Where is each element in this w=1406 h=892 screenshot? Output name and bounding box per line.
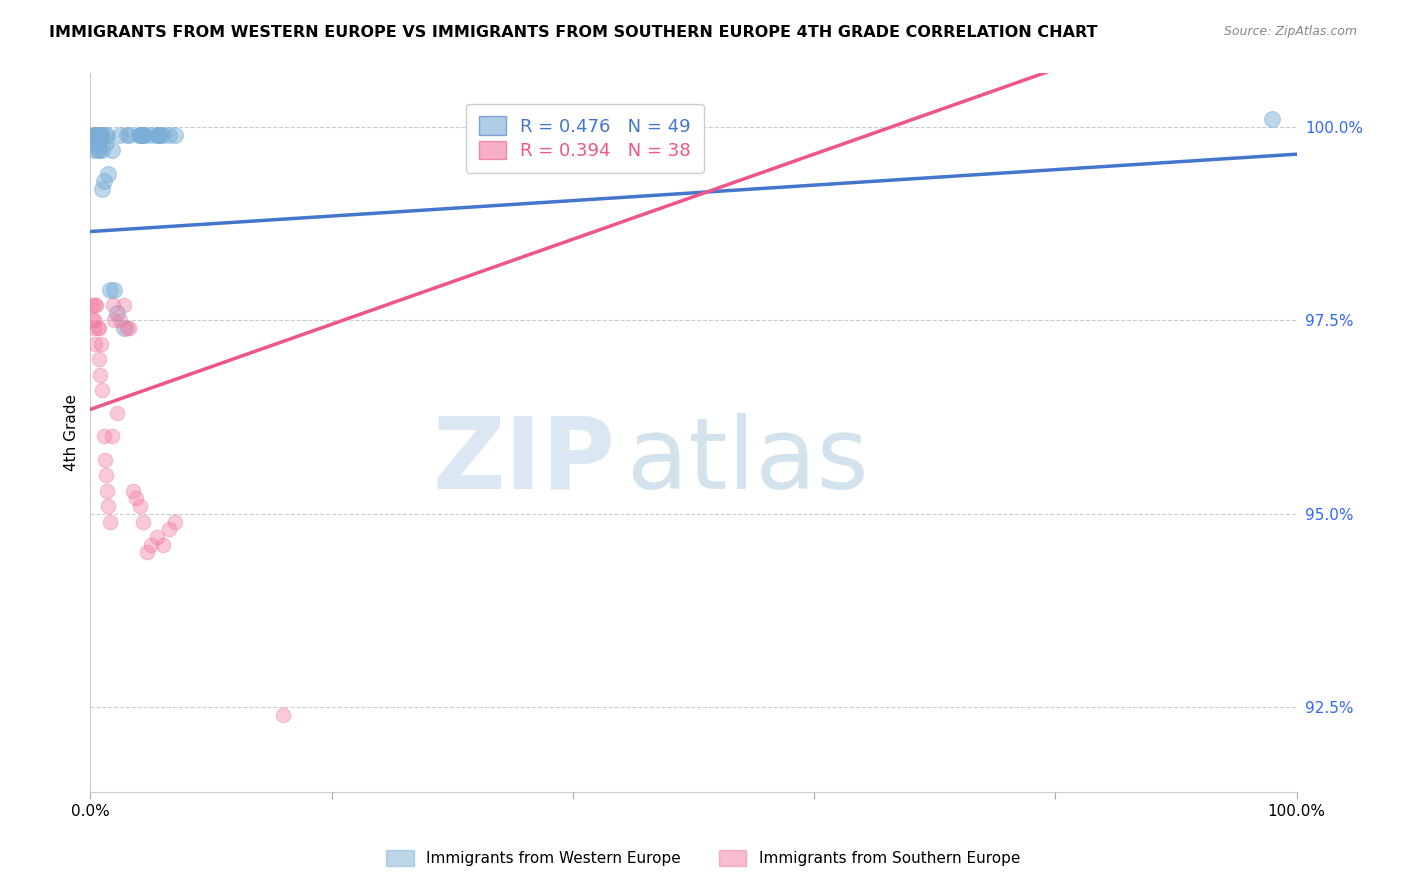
Point xyxy=(128,499,150,513)
Point xyxy=(103,313,125,327)
Point xyxy=(98,515,121,529)
Point xyxy=(84,128,107,142)
Point xyxy=(103,298,125,312)
Point xyxy=(146,128,169,142)
Point xyxy=(118,128,141,142)
Point xyxy=(86,144,108,158)
Legend: Immigrants from Western Europe, Immigrants from Southern Europe: Immigrants from Western Europe, Immigran… xyxy=(378,842,1028,873)
Point xyxy=(98,283,121,297)
Point xyxy=(90,336,112,351)
Point xyxy=(132,515,155,529)
Point xyxy=(91,144,114,158)
Point xyxy=(129,128,152,142)
Point xyxy=(163,515,186,529)
Point xyxy=(93,429,115,443)
Point xyxy=(128,128,150,142)
Point xyxy=(86,321,108,335)
Point xyxy=(83,313,105,327)
Point xyxy=(163,128,186,142)
Point xyxy=(90,128,112,142)
Point xyxy=(103,283,125,297)
Point xyxy=(96,128,118,142)
Point xyxy=(125,491,148,506)
Point xyxy=(115,128,138,142)
Point xyxy=(91,182,114,196)
Point xyxy=(149,128,172,142)
Point xyxy=(86,298,108,312)
Point xyxy=(118,321,141,335)
Point xyxy=(157,522,180,536)
Point xyxy=(90,128,112,142)
Point xyxy=(87,144,110,158)
Point xyxy=(477,128,499,142)
Point xyxy=(89,128,111,142)
Point xyxy=(83,321,105,335)
Point xyxy=(105,306,128,320)
Point xyxy=(128,128,150,142)
Point xyxy=(1261,112,1284,127)
Point xyxy=(489,128,512,142)
Point xyxy=(101,429,124,443)
Point xyxy=(83,144,105,158)
Point xyxy=(112,321,135,335)
Point xyxy=(86,128,108,142)
Point xyxy=(87,321,110,335)
Point xyxy=(134,128,156,142)
Point xyxy=(152,128,174,142)
Point xyxy=(89,368,111,382)
Text: Source: ZipAtlas.com: Source: ZipAtlas.com xyxy=(1223,25,1357,38)
Point xyxy=(97,499,120,513)
Text: ZIP: ZIP xyxy=(432,413,614,510)
Legend: R = 0.476   N = 49, R = 0.394   N = 38: R = 0.476 N = 49, R = 0.394 N = 38 xyxy=(467,103,703,173)
Point xyxy=(101,144,124,158)
Point xyxy=(273,707,295,722)
Point xyxy=(157,128,180,142)
Point xyxy=(121,483,143,498)
Point xyxy=(86,128,108,142)
Point xyxy=(94,136,117,150)
Point xyxy=(82,136,104,150)
Point xyxy=(96,483,118,498)
Point xyxy=(148,128,170,142)
Point xyxy=(502,128,524,142)
Point xyxy=(84,136,107,150)
Point xyxy=(139,538,162,552)
Y-axis label: 4th Grade: 4th Grade xyxy=(65,394,79,471)
Point xyxy=(115,321,138,335)
Point xyxy=(145,530,167,544)
Point xyxy=(132,128,155,142)
Point xyxy=(84,298,107,312)
Point xyxy=(94,468,117,483)
Text: atlas: atlas xyxy=(627,413,869,510)
Point xyxy=(93,174,115,188)
Point xyxy=(80,298,103,312)
Point xyxy=(145,128,167,142)
Point xyxy=(84,336,107,351)
Point xyxy=(89,128,111,142)
Point xyxy=(139,128,162,142)
Point xyxy=(94,128,117,142)
Point xyxy=(87,136,110,150)
Point xyxy=(465,128,488,142)
Point xyxy=(110,128,132,142)
Point xyxy=(110,313,132,327)
Point xyxy=(91,383,114,397)
Point xyxy=(94,452,117,467)
Point xyxy=(131,128,153,142)
Point xyxy=(136,545,159,559)
Text: IMMIGRANTS FROM WESTERN EUROPE VS IMMIGRANTS FROM SOUTHERN EUROPE 4TH GRADE CORR: IMMIGRANTS FROM WESTERN EUROPE VS IMMIGR… xyxy=(49,25,1098,40)
Point xyxy=(105,406,128,420)
Point xyxy=(87,352,110,367)
Point xyxy=(97,167,120,181)
Point xyxy=(82,313,104,327)
Point xyxy=(86,128,108,142)
Point xyxy=(112,298,135,312)
Point xyxy=(83,128,105,142)
Point xyxy=(152,538,174,552)
